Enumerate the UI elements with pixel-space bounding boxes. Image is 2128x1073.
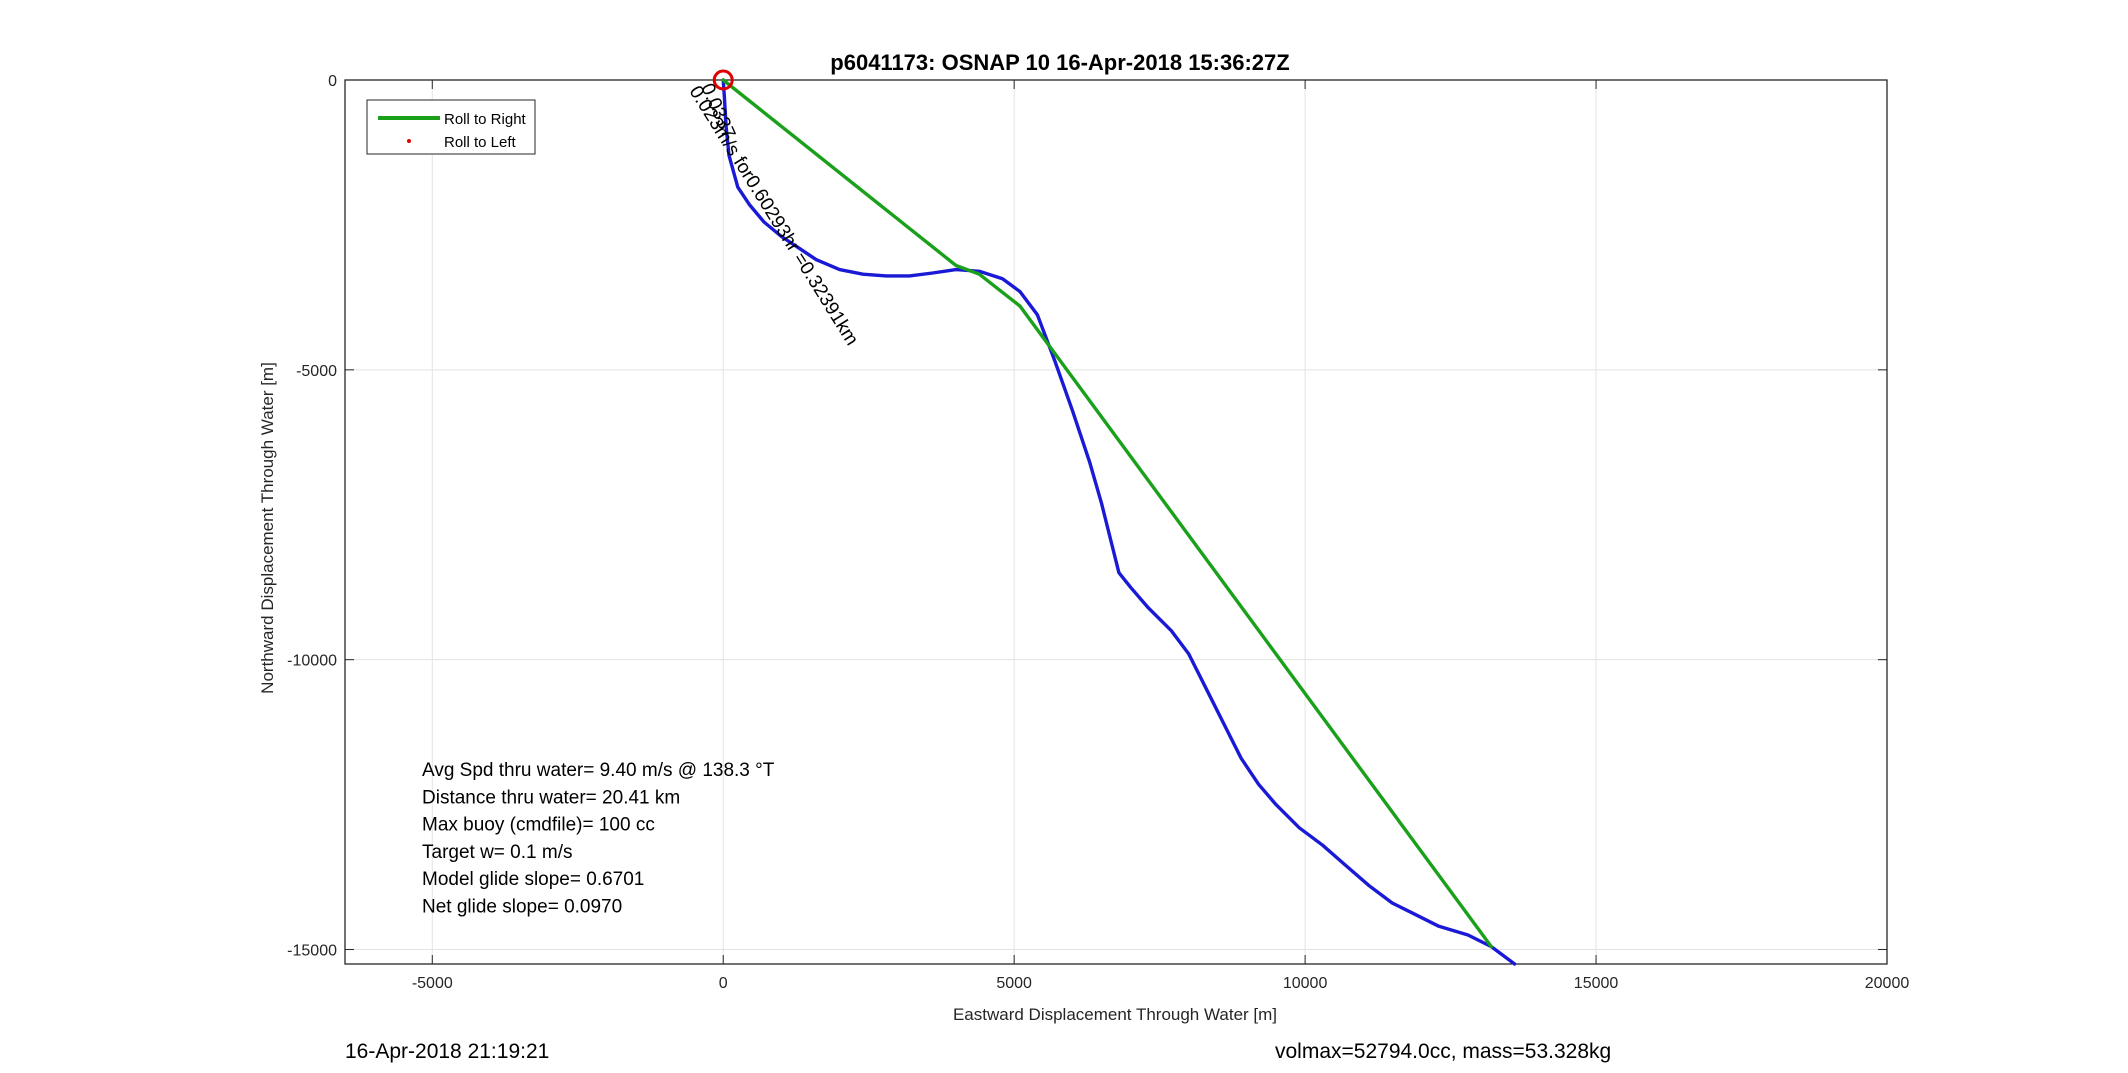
start-marker — [712, 69, 734, 91]
legend-label-roll-left: Roll to Left — [444, 134, 517, 151]
legend-label-roll-right: Roll to Right — [444, 111, 527, 128]
stats-line: Net glide slope= 0.0970 — [422, 897, 622, 918]
stats-line: Avg Spd thru water= 9.40 m/s @ 138.3 °T — [422, 760, 775, 781]
y-tick-label: -15000 — [287, 943, 337, 960]
x-tick-label: -5000 — [412, 975, 453, 992]
y-tick-label: -10000 — [287, 653, 337, 670]
y-axis-label: Northward Displacement Through Water [m] — [258, 362, 277, 694]
x-tick-label: 5000 — [996, 975, 1032, 992]
x-tick-label: 10000 — [1283, 975, 1328, 992]
legend-box — [366, 99, 536, 155]
series-line-track — [721, 78, 1517, 966]
axes-box — [344, 79, 1888, 965]
chart-title: p6041173: OSNAP 10 16-Apr-2018 15:36:27Z — [830, 50, 1289, 75]
x-tick-label: 20000 — [1865, 975, 1910, 992]
stats-line: Max buoy (cmdfile)= 100 cc — [422, 815, 655, 836]
series-line-roll-right — [721, 78, 1494, 949]
stats-line: Distance thru water= 20.41 km — [422, 787, 680, 808]
stats-block: Avg Spd thru water= 9.40 m/s @ 138.3 °T D… — [422, 760, 775, 918]
legend-swatch-roll-left — [407, 139, 411, 143]
x-tick-label: 15000 — [1574, 975, 1619, 992]
x-tick-label: 0 — [719, 975, 728, 992]
footer-timestamp: 16-Apr-2018 21:19:21 — [345, 1040, 550, 1063]
series-group — [721, 78, 1517, 966]
marker-group — [712, 69, 734, 91]
stats-line: Target w= 0.1 m/s — [422, 842, 572, 863]
y-tick-label: -5000 — [296, 363, 337, 380]
footer-volmax-mass: volmax=52794.0cc, mass=53.328kg — [1275, 1040, 1612, 1063]
x-axis-label: Eastward Displacement Through Water [m] — [953, 1005, 1277, 1024]
stats-line: Model glide slope= 0.6701 — [422, 869, 644, 890]
ticks: -5000 0 5000 10000 15000 20000 0 -5000 -10000 -15… — [287, 73, 1909, 992]
y-tick-label: 0 — [328, 73, 337, 90]
legend: Roll to Right Roll to Left — [366, 99, 536, 155]
